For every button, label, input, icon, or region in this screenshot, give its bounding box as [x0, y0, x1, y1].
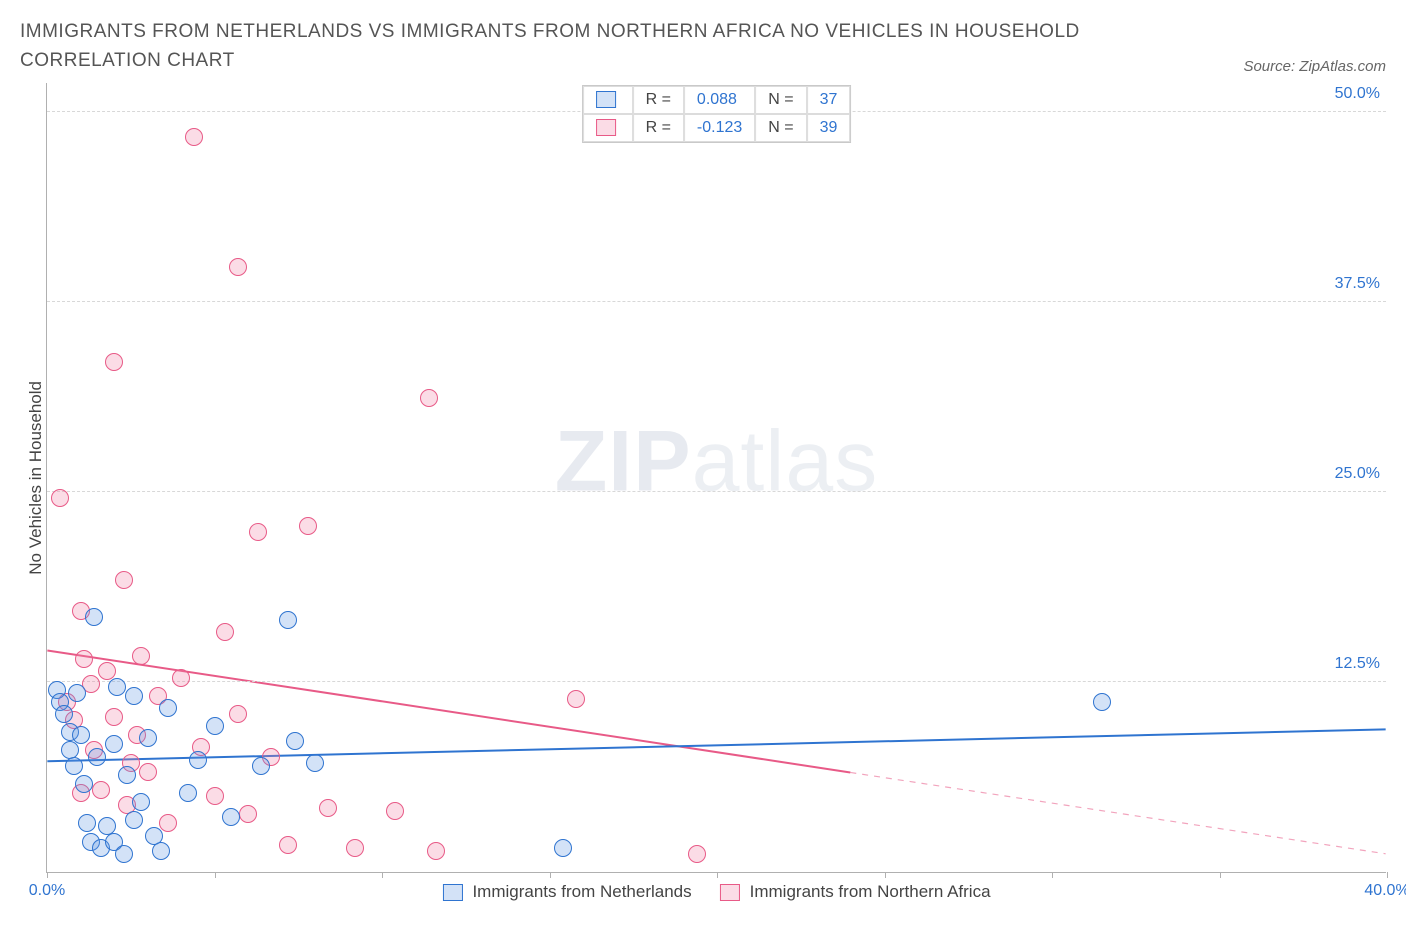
gridline-h — [47, 491, 1386, 492]
data-point — [115, 571, 133, 589]
data-point — [78, 814, 96, 832]
swatch-icon — [442, 884, 462, 901]
data-point — [306, 754, 324, 772]
data-point — [132, 647, 150, 665]
header: IMMIGRANTS FROM NETHERLANDS VS IMMIGRANT… — [20, 18, 1386, 75]
data-point — [299, 517, 317, 535]
trend-lines — [47, 83, 1386, 872]
swatch-icon — [720, 884, 740, 901]
legend-swatch-northern-africa — [583, 114, 633, 142]
data-point — [286, 732, 304, 750]
data-point — [252, 757, 270, 775]
data-point — [105, 735, 123, 753]
source-label: Source: ZipAtlas.com — [1243, 58, 1386, 75]
data-point — [216, 623, 234, 641]
legend-bottom: Immigrants from Netherlands Immigrants f… — [442, 882, 990, 902]
gridline-h — [47, 681, 1386, 682]
chart-title: IMMIGRANTS FROM NETHERLANDS VS IMMIGRANT… — [20, 18, 1120, 75]
data-point — [75, 775, 93, 793]
x-tick-mark — [47, 872, 48, 878]
data-point — [229, 258, 247, 276]
data-point — [55, 705, 73, 723]
data-point — [108, 678, 126, 696]
data-point — [222, 808, 240, 826]
data-point — [319, 799, 337, 817]
data-point — [229, 705, 247, 723]
data-point — [115, 845, 133, 863]
legend-swatch-netherlands — [583, 86, 633, 114]
scatter-plot: ZIPatlas R = 0.088 N = 37 R = -0.123 N =… — [46, 83, 1386, 873]
legend-item-netherlands: Immigrants from Netherlands — [442, 882, 691, 902]
data-point — [567, 690, 585, 708]
data-point — [427, 842, 445, 860]
data-point — [189, 751, 207, 769]
x-tick-mark — [885, 872, 886, 878]
x-tick-mark — [1220, 872, 1221, 878]
data-point — [105, 708, 123, 726]
data-point — [386, 802, 404, 820]
legend-n-label: N = — [755, 114, 806, 142]
data-point — [139, 729, 157, 747]
legend-r-label: R = — [633, 114, 684, 142]
data-point — [554, 839, 572, 857]
legend-r-netherlands: 0.088 — [684, 86, 755, 114]
data-point — [279, 611, 297, 629]
data-point — [51, 489, 69, 507]
legend-r-label: R = — [633, 86, 684, 114]
data-point — [159, 699, 177, 717]
data-point — [72, 726, 90, 744]
x-tick-mark — [382, 872, 383, 878]
data-point — [85, 608, 103, 626]
y-tick-label: 37.5% — [1335, 275, 1380, 293]
x-tick-label: 40.0% — [1364, 882, 1406, 900]
data-point — [279, 836, 297, 854]
data-point — [152, 842, 170, 860]
data-point — [688, 845, 706, 863]
data-point — [179, 784, 197, 802]
data-point — [206, 717, 224, 735]
y-tick-label: 12.5% — [1335, 655, 1380, 673]
x-tick-mark — [717, 872, 718, 878]
data-point — [105, 353, 123, 371]
gridline-h — [47, 301, 1386, 302]
legend-stats-box: R = 0.088 N = 37 R = -0.123 N = 39 — [582, 85, 852, 143]
data-point — [139, 763, 157, 781]
data-point — [88, 748, 106, 766]
y-tick-label: 25.0% — [1335, 465, 1380, 483]
x-tick-mark — [1387, 872, 1388, 878]
data-point — [206, 787, 224, 805]
y-axis-label: No Vehicles in Household — [20, 381, 46, 575]
data-point — [185, 128, 203, 146]
x-tick-mark — [215, 872, 216, 878]
legend-n-northern-africa: 39 — [807, 114, 851, 142]
data-point — [420, 389, 438, 407]
data-point — [118, 766, 136, 784]
data-point — [132, 793, 150, 811]
legend-r-northern-africa: -0.123 — [684, 114, 755, 142]
data-point — [172, 669, 190, 687]
data-point — [239, 805, 257, 823]
chart-container: No Vehicles in Household ZIPatlas R = 0.… — [20, 83, 1386, 873]
data-point — [1093, 693, 1111, 711]
legend-label-northern-africa: Immigrants from Northern Africa — [750, 882, 991, 902]
watermark: ZIPatlas — [555, 412, 878, 511]
x-tick-mark — [1052, 872, 1053, 878]
legend-item-northern-africa: Immigrants from Northern Africa — [720, 882, 991, 902]
data-point — [125, 687, 143, 705]
x-tick-label: 0.0% — [29, 882, 65, 900]
legend-n-label: N = — [755, 86, 806, 114]
data-point — [68, 684, 86, 702]
data-point — [92, 781, 110, 799]
data-point — [125, 811, 143, 829]
data-point — [346, 839, 364, 857]
y-tick-label: 50.0% — [1335, 85, 1380, 103]
data-point — [249, 523, 267, 541]
legend-n-netherlands: 37 — [807, 86, 851, 114]
x-tick-mark — [550, 872, 551, 878]
legend-label-netherlands: Immigrants from Netherlands — [472, 882, 691, 902]
data-point — [75, 650, 93, 668]
data-point — [65, 757, 83, 775]
